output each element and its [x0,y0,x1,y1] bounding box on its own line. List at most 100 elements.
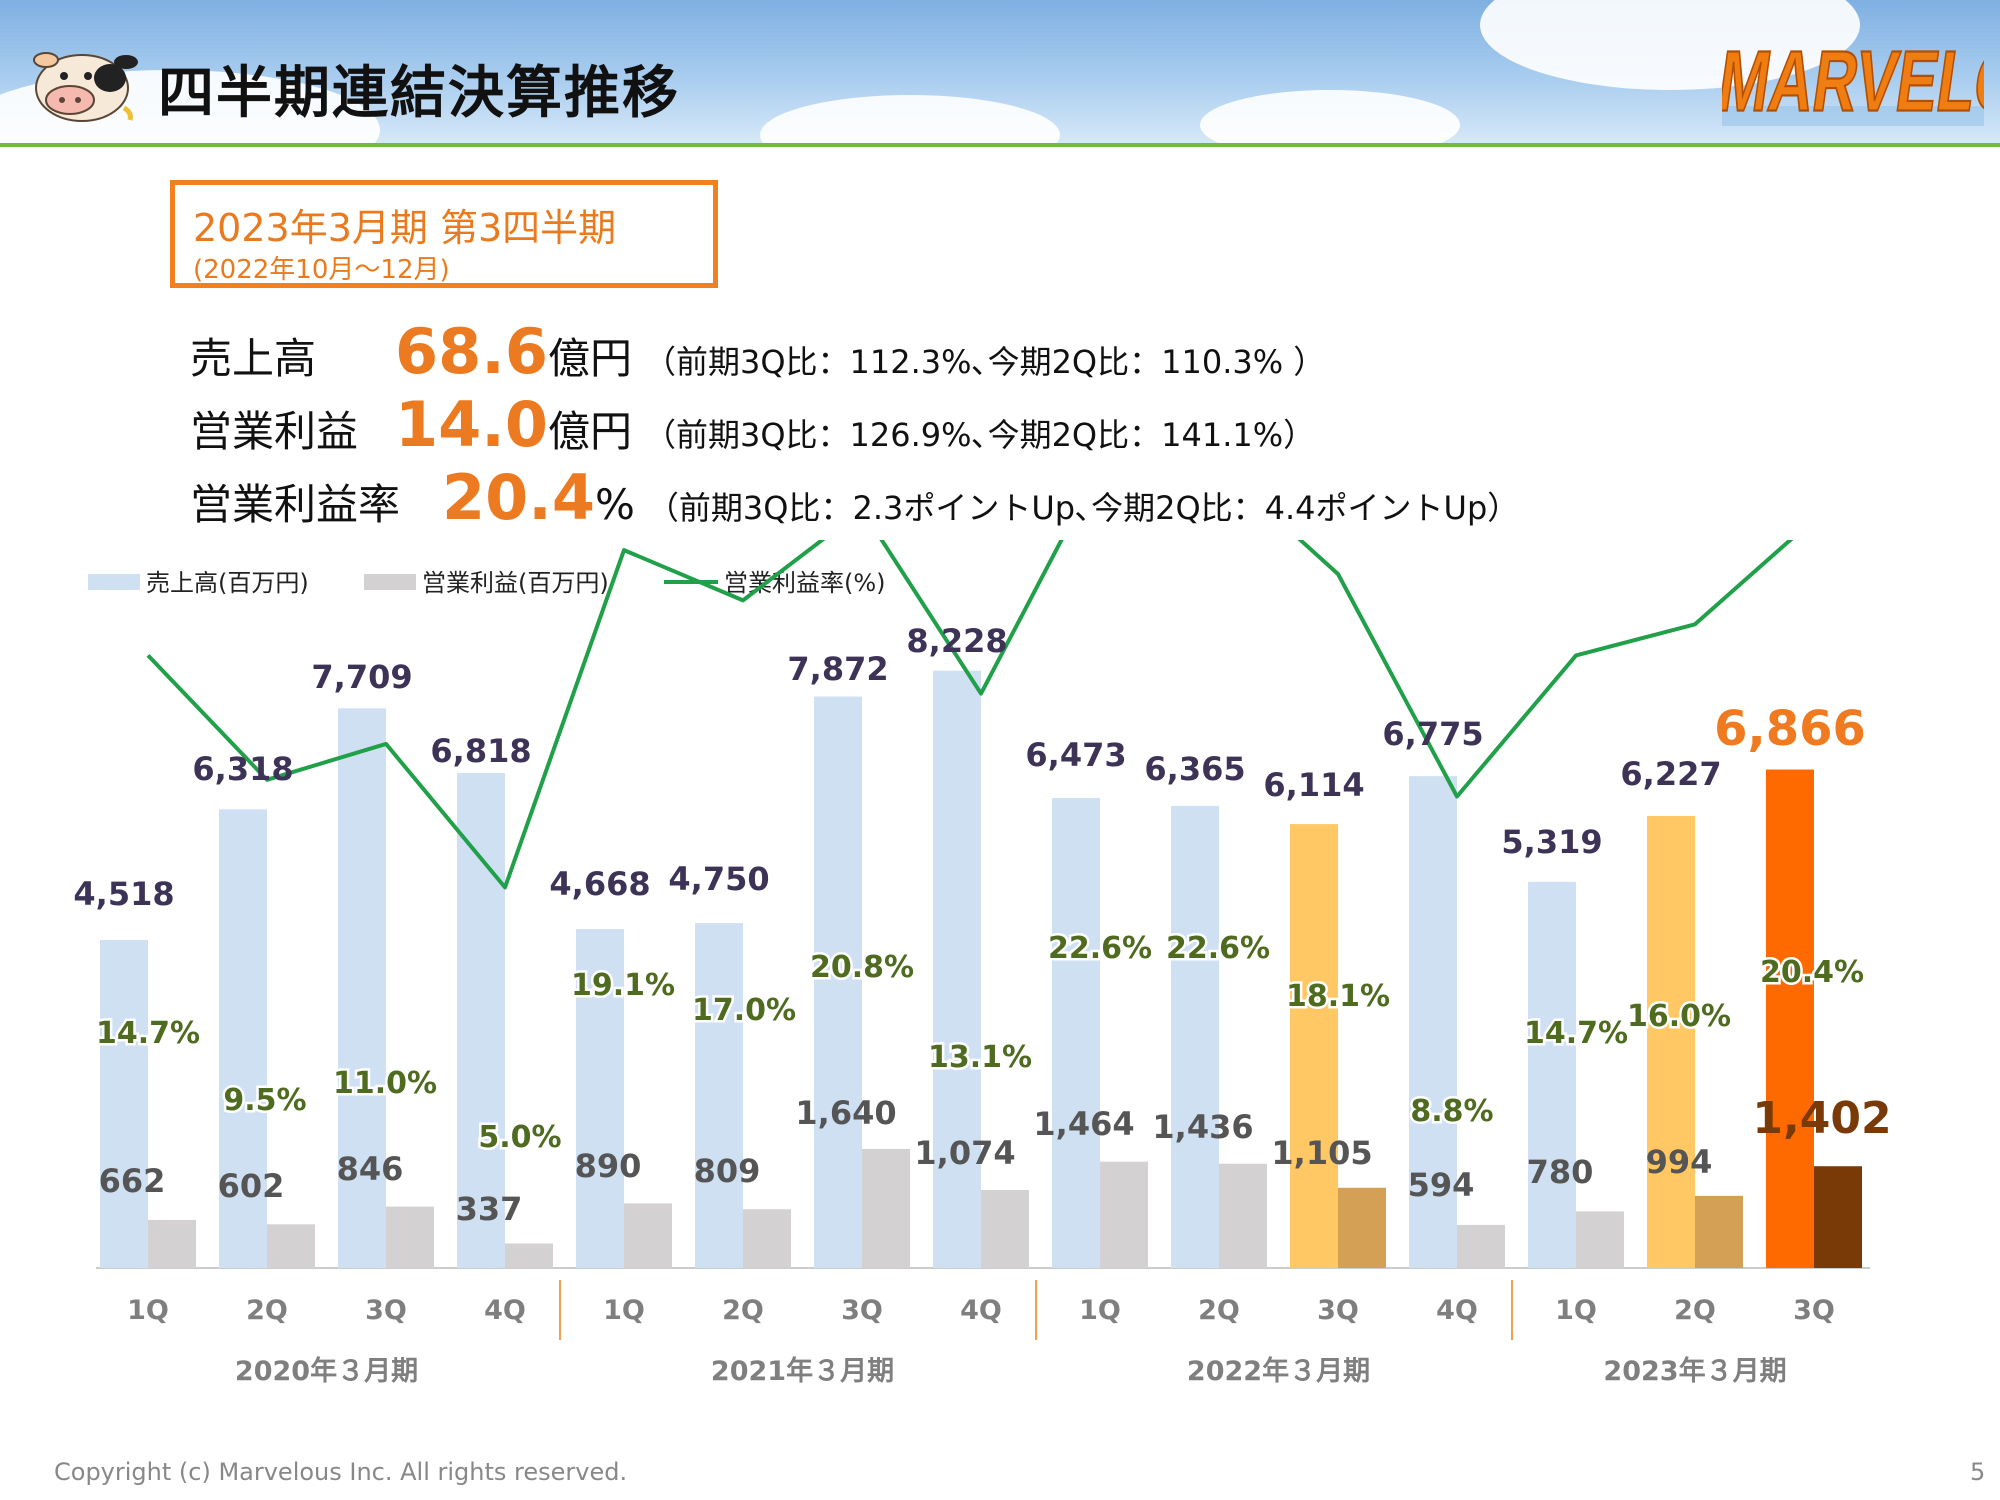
profit-bar [1338,1187,1386,1268]
margin-rate-label: 14.7% [1524,1016,1628,1051]
profit-bar [1219,1163,1267,1268]
sales-value-label: 6,227 [1620,755,1721,793]
margin-rate-label: 9.5% [223,1083,306,1118]
profit-value-label: 1,402 [1752,1093,1891,1144]
margin-rate-label: 20.8% [810,950,914,985]
profit-value-label: 994 [1646,1143,1713,1181]
x-tick-label: 3Q [841,1295,883,1326]
profit-value-label: 890 [575,1147,642,1185]
x-tick-label: 2Q [722,1295,764,1326]
sales-bar [695,923,743,1268]
margin-rate-label: 5.0% [478,1120,561,1155]
x-tick-label: 4Q [1436,1295,1478,1326]
sales-value-label: 6,818 [430,732,531,770]
margin-rate-label: 18.1% [1286,979,1390,1014]
margin-rate-label: 22.6% [1166,931,1270,966]
profit-bar [1814,1166,1862,1268]
profit-bar [981,1190,1029,1268]
profit-bar [1100,1161,1148,1268]
kpi-unit: 億円 [547,334,632,383]
margin-rate-label: 8.8% [1410,1094,1493,1129]
kpi-label: 営業利益率 [190,480,401,529]
sales-bar [576,929,624,1268]
legend-swatch-sales [88,574,140,590]
margin-rate-label: 22.6% [1048,931,1152,966]
kpi-unit: 億円 [547,407,632,456]
kpi-value: 68.6 [395,315,548,388]
profit-bar [267,1224,315,1268]
quarterly-results-chart: 売上高(百万円) 営業利益(百万円) 営業利益率(%) 4,518 6,318 7,709… [73,540,1892,1387]
kpi-note: （前期3Q比：126.9%､今期2Q比：141.1%） [644,416,1316,454]
x-tick-label: 3Q [1793,1295,1835,1326]
kpi-unit: % [594,480,635,529]
sales-bar [1766,769,1814,1268]
sales-bar [814,696,862,1268]
profit-bar [624,1203,672,1268]
margin-rate-line [146,540,1794,890]
legend-label-rate: 営業利益率(%) [724,569,886,597]
x-tick-label: 2Q [1674,1295,1716,1326]
sales-bar [338,708,386,1268]
x-tick-label: 1Q [127,1295,169,1326]
kpi-value: 20.4 [442,461,595,534]
sales-bar [1528,881,1576,1268]
sales-value-label: 4,668 [549,865,650,903]
sales-value-label: 8,228 [906,622,1007,660]
x-tick-label: 3Q [365,1295,407,1326]
profit-value-label: 846 [337,1150,404,1188]
profit-value-label: 780 [1527,1153,1594,1191]
sales-bar [1647,815,1695,1268]
kpi-label: 売上高 [190,334,317,383]
x-tick-label: 3Q [1317,1295,1359,1326]
sales-value-label: 6,866 [1714,701,1866,757]
x-tick-label: 1Q [1555,1295,1597,1326]
marvelous-logo: MARVELOUS! [1722,32,1984,130]
x-group-label: 2021年３月期 [711,1355,894,1387]
page-title: 四半期連結決算推移 [158,61,680,126]
sales-value-label: 7,709 [311,658,412,696]
x-group-label: 2023年３月期 [1603,1355,1786,1387]
sales-value-label: 6,365 [1144,750,1245,788]
page-number: 5 [1970,1458,1986,1486]
profit-bar [386,1206,434,1268]
sales-value-label: 6,775 [1382,715,1483,753]
margin-rate-label: 13.1% [928,1040,1032,1075]
profit-value-label: 1,640 [795,1094,896,1132]
sales-value-label: 5,319 [1501,823,1602,861]
margin-rate-label: 17.0% [692,993,796,1028]
margin-rate-label: 20.4% [1760,955,1864,990]
x-tick-label: 4Q [484,1295,526,1326]
sales-bar [100,939,148,1268]
sales-bar [1409,776,1457,1268]
x-tick-label: 2Q [1198,1295,1240,1326]
header-banner: 四半期連結決算推移 MARVELOUS! [0,0,2000,147]
sales-bar [933,670,981,1268]
svg-text:MARVELOUS!: MARVELOUS! [1722,32,1984,128]
profit-value-label: 594 [1408,1166,1475,1204]
profit-value-label: 1,436 [1152,1108,1253,1146]
margin-rate-label: 11.0% [333,1066,437,1101]
kpi-note: （前期3Q比：2.3ポイントUp､今期2Q比：4.4ポイントUp） [646,489,1520,527]
sales-value-label: 4,518 [73,875,174,913]
kpi-profit-row: 営業利益 14.0億円 （前期3Q比：126.9%､今期2Q比：141.1%） [190,388,1316,461]
kpi-note: （前期3Q比：112.3%､今期2Q比：110.3% ） [644,343,1326,381]
kpi-margin-row: 営業利益率 20.4% （前期3Q比：2.3ポイントUp､今期2Q比：4.4ポイント… [190,461,1520,534]
profit-value-label: 337 [456,1190,523,1228]
x-group-label: 2022年３月期 [1187,1355,1370,1387]
kpi-value: 14.0 [395,388,548,461]
cow-mascot-icon [33,52,138,122]
sales-value-label: 6,473 [1025,736,1126,774]
sales-bar [1171,805,1219,1268]
sales-value-label: 6,318 [192,750,293,788]
legend-label-profit: 営業利益(百万円) [422,569,609,597]
profit-value-label: 662 [99,1162,166,1200]
legend-label-sales: 売上高(百万円) [146,569,309,597]
period-range: (2022年10月～12月) [193,255,450,285]
kpi-label: 営業利益 [190,407,359,456]
profit-bar [148,1219,196,1268]
profit-bar [1695,1195,1743,1268]
profit-bar [743,1209,791,1268]
profit-value-label: 1,074 [914,1134,1015,1172]
profit-value-label: 602 [218,1167,285,1205]
sales-value-label: 4,750 [668,860,769,898]
